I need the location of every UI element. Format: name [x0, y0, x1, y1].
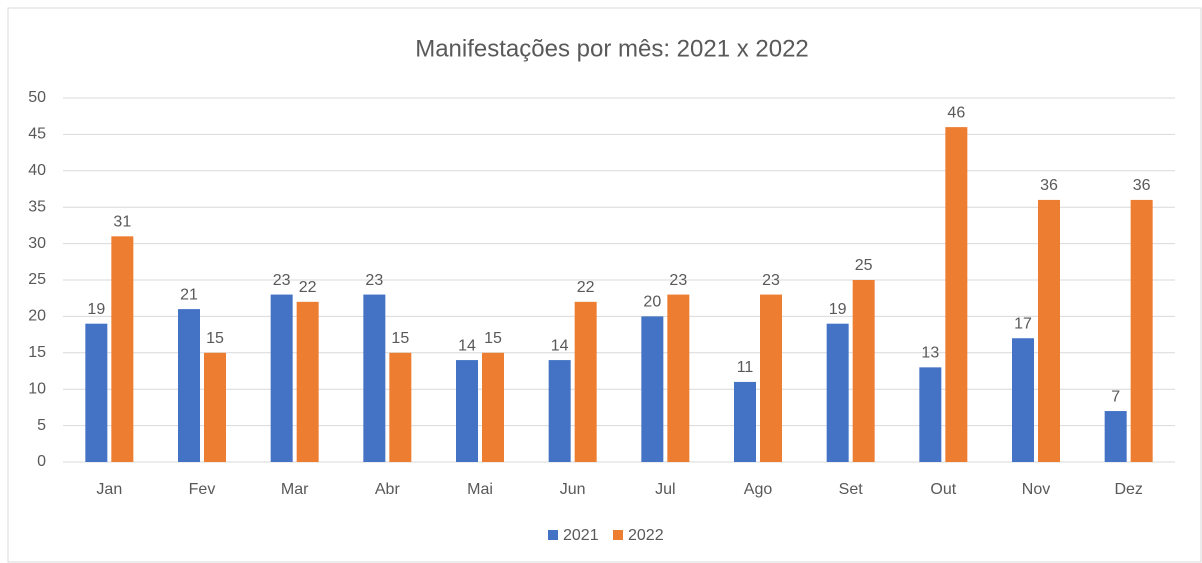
- data-label: 23: [273, 272, 291, 289]
- y-tick-label: 50: [28, 89, 46, 106]
- legend-label: 2021: [563, 527, 599, 544]
- x-tick-label: Ago: [744, 481, 773, 498]
- y-tick-label: 30: [28, 235, 46, 252]
- data-label: 15: [391, 330, 409, 347]
- data-label: 19: [87, 301, 105, 318]
- legend-swatch: [613, 530, 623, 540]
- y-tick-label: 10: [28, 380, 46, 397]
- y-tick-label: 25: [28, 271, 46, 288]
- data-label: 21: [180, 286, 198, 303]
- bar: [919, 367, 942, 462]
- data-label: 23: [669, 272, 687, 289]
- bar: [1130, 199, 1153, 463]
- bar: [296, 301, 319, 462]
- data-label: 7: [1111, 388, 1120, 405]
- bar: [1012, 338, 1034, 462]
- bar: [667, 294, 690, 462]
- x-tick-label: Mai: [467, 481, 493, 498]
- x-tick-label: Jul: [655, 481, 675, 498]
- x-tick-label: Mar: [281, 481, 309, 498]
- y-tick-label: 40: [28, 162, 46, 179]
- x-tick-label: Jan: [96, 481, 122, 498]
- bar: [945, 127, 968, 463]
- data-label: 23: [762, 272, 780, 289]
- bar: [270, 294, 293, 462]
- bar: [1104, 411, 1127, 462]
- chart-frame: [7, 7, 1202, 563]
- data-label: 36: [1133, 177, 1151, 194]
- data-label: 22: [577, 279, 595, 296]
- bar: [111, 236, 134, 462]
- data-label: 19: [829, 301, 847, 318]
- legend-label: 2022: [628, 527, 664, 544]
- x-tick-label: Abr: [375, 481, 401, 498]
- bar: [363, 294, 386, 462]
- bar: [826, 323, 849, 462]
- bar: [482, 352, 504, 462]
- data-label: 14: [458, 337, 476, 354]
- data-label: 17: [1014, 315, 1032, 332]
- data-label: 31: [113, 214, 131, 231]
- x-tick-label: Out: [930, 481, 956, 498]
- y-tick-label: 35: [28, 198, 46, 215]
- data-label: 14: [551, 337, 569, 354]
- bar: [85, 323, 108, 462]
- x-tick-label: Jun: [560, 481, 586, 498]
- bar: [389, 352, 412, 462]
- data-label: 36: [1040, 177, 1058, 194]
- data-label: 25: [855, 257, 873, 274]
- x-tick-label: Set: [839, 481, 864, 498]
- bar: [760, 294, 782, 462]
- legend-swatch: [548, 530, 558, 540]
- data-label: 11: [737, 359, 754, 376]
- data-label: 15: [484, 330, 502, 347]
- data-label: 46: [947, 104, 965, 121]
- x-tick-label: Dez: [1114, 481, 1142, 498]
- bar: [178, 309, 200, 462]
- bar: [734, 381, 756, 462]
- bar: [574, 301, 597, 462]
- bar: [1038, 199, 1060, 463]
- bar: [852, 280, 875, 462]
- bar: [548, 360, 571, 462]
- data-label: 23: [365, 272, 383, 289]
- data-label: 13: [921, 345, 939, 362]
- y-tick-label: 20: [28, 308, 46, 325]
- y-tick-label: 15: [28, 344, 46, 361]
- bar: [204, 352, 226, 462]
- y-tick-label: 5: [37, 417, 46, 434]
- bar: [641, 316, 664, 462]
- y-tick-label: 0: [37, 453, 46, 470]
- chart-title: Manifestações por mês: 2021 x 2022: [415, 35, 809, 62]
- x-tick-label: Nov: [1022, 481, 1050, 498]
- x-tick-label: Fev: [189, 481, 216, 498]
- y-tick-label: 45: [28, 126, 46, 143]
- data-label: 15: [206, 330, 224, 347]
- data-label: 22: [299, 279, 317, 296]
- data-label: 20: [643, 294, 661, 311]
- bar: [456, 360, 478, 462]
